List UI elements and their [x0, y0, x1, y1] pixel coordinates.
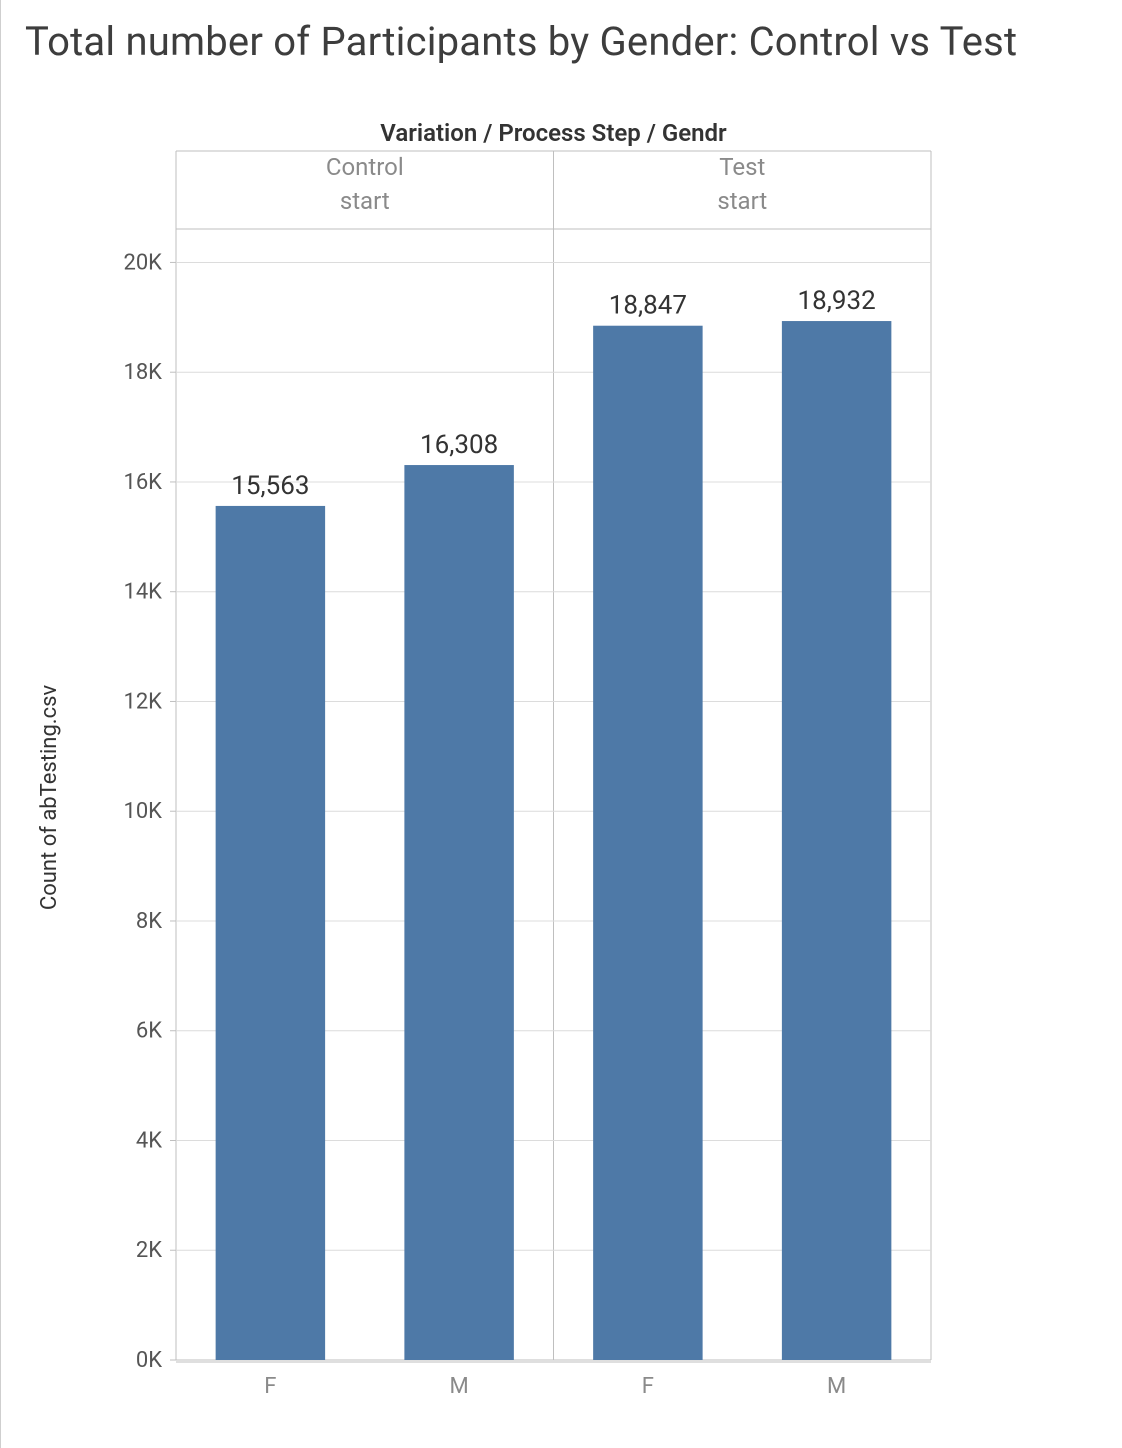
y-tick-label: 20K — [123, 250, 162, 275]
y-tick-label: 2K — [136, 1238, 162, 1263]
y-tick-label: 14K — [123, 580, 162, 605]
panel-step-label: start — [340, 187, 390, 215]
column-header: Variation / Process Step / Gendr — [380, 119, 727, 147]
y-axis-title: Count of abTesting.csv — [37, 685, 62, 911]
panel-step-label: start — [717, 187, 767, 215]
page: Total number of Participants by Gender: … — [0, 0, 1122, 1448]
chart-title: Total number of Participants by Gender: … — [1, 0, 1122, 65]
bar — [593, 326, 702, 1360]
y-tick-label: 6K — [136, 1019, 162, 1044]
bar-value-label: 15,563 — [231, 471, 309, 501]
bar-value-label: 16,308 — [420, 430, 498, 460]
chart-container: Variation / Process Step / Gendr Control s… — [21, 115, 941, 1405]
chart-svg: Variation / Process Step / Gendr Control s… — [21, 115, 941, 1405]
bar-category-label: F — [264, 1374, 276, 1399]
bar-category-label: F — [642, 1374, 654, 1399]
bar-value-label: 18,932 — [798, 286, 876, 316]
panel-variation-label: Test — [719, 153, 765, 181]
bar — [404, 465, 513, 1360]
bar-value-label: 18,847 — [609, 291, 687, 321]
bar — [216, 506, 325, 1360]
bar — [782, 321, 891, 1360]
y-tick-label: 8K — [136, 909, 162, 934]
y-tick-label: 10K — [123, 799, 162, 824]
y-tick-label: 16K — [123, 470, 162, 495]
bar-category-label: M — [450, 1374, 469, 1399]
y-tick-label: 12K — [123, 689, 162, 714]
bar-category-label: M — [827, 1374, 846, 1399]
y-tick-label: 18K — [123, 360, 162, 385]
y-tick-label: 4K — [136, 1128, 162, 1153]
y-tick-label: 0K — [136, 1348, 162, 1373]
panel-variation-label: Control — [326, 153, 404, 181]
